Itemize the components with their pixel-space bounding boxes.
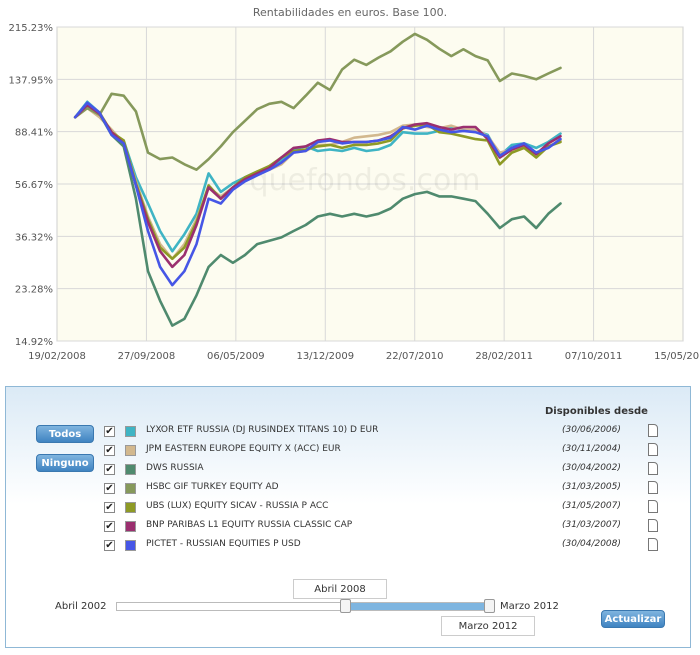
slider-max-label: Marzo 2012 — [500, 601, 559, 612]
actualizar-button[interactable]: Actualizar — [601, 610, 665, 628]
fund-name: LYXOR ETF RUSSIA (DJ RUSINDEX TITANS 10)… — [146, 425, 379, 435]
watermark: quefondos.com — [249, 163, 480, 198]
document-icon[interactable] — [648, 538, 658, 551]
fund-row: ✔ UBS (LUX) EQUITY SICAV - RUSSIA P ACC (3… — [104, 500, 664, 519]
series-color-swatch — [125, 426, 136, 437]
x-tick-label: 13/12/2009 — [296, 351, 354, 362]
date-slider-range — [346, 603, 490, 610]
y-tick-label: 14.92% — [15, 337, 53, 348]
fund-checkbox[interactable]: ✔ — [104, 540, 115, 551]
fund-checkbox[interactable]: ✔ — [104, 464, 115, 475]
y-tick-label: 23.28% — [15, 285, 53, 296]
performance-chart: Rentabilidades en euros. Base 100. 215.23… — [9, 6, 700, 362]
disponibles-header: Disponibles desde — [545, 406, 648, 417]
series-color-swatch — [125, 483, 136, 494]
document-icon[interactable] — [648, 500, 658, 513]
document-icon[interactable] — [648, 443, 658, 456]
fund-checkbox[interactable]: ✔ — [104, 445, 115, 456]
fund-available-date: (31/03/2005) — [562, 482, 621, 492]
x-tick-label: 22/07/2010 — [386, 351, 444, 362]
series-color-swatch — [125, 540, 136, 551]
x-tick-label: 27/09/2008 — [118, 351, 176, 362]
fund-row: ✔ JPM EASTERN EUROPE EQUITY X (ACC) EUR (3… — [104, 443, 664, 462]
series-color-swatch — [125, 445, 136, 456]
fund-available-date: (30/06/2006) — [562, 425, 621, 435]
chart-title: Rentabilidades en euros. Base 100. — [253, 6, 447, 19]
fund-name: UBS (LUX) EQUITY SICAV - RUSSIA P ACC — [146, 501, 329, 511]
x-tick-label: 06/05/2009 — [207, 351, 265, 362]
fund-checkbox[interactable]: ✔ — [104, 521, 115, 532]
series-line — [73, 103, 562, 269]
fund-row: ✔ LYXOR ETF RUSSIA (DJ RUSINDEX TITANS 10… — [104, 424, 664, 443]
document-icon[interactable] — [648, 424, 658, 437]
y-tick-label: 36.32% — [15, 232, 53, 243]
fund-name: JPM EASTERN EUROPE EQUITY X (ACC) EUR — [146, 444, 341, 454]
document-icon[interactable] — [648, 481, 658, 494]
y-tick-label: 215.23% — [9, 23, 54, 34]
series-line — [73, 101, 562, 287]
fund-row: ✔ BNP PARIBAS L1 EQUITY RUSSIA CLASSIC CA… — [104, 519, 664, 538]
series-color-swatch — [125, 464, 136, 475]
ninguno-button[interactable]: Ninguno — [36, 454, 94, 472]
todos-button[interactable]: Todos — [36, 425, 94, 443]
slider-from-tooltip: Abril 2008 — [293, 579, 387, 599]
fund-name: HSBC GIF TURKEY EQUITY AD — [146, 482, 279, 492]
fund-row: ✔ DWS RUSSIA (30/04/2002) — [104, 462, 664, 481]
y-tick-label: 56.67% — [15, 180, 53, 191]
fund-row: ✔ HSBC GIF TURKEY EQUITY AD (31/03/2005) — [104, 481, 664, 500]
slider-to-tooltip: Marzo 2012 — [441, 616, 535, 636]
fund-available-date: (30/11/2004) — [562, 444, 621, 454]
fund-row: ✔ PICTET - RUSSIAN EQUITIES P USD (30/04/2… — [104, 538, 664, 557]
x-tick-label: 15/05/2012 — [654, 351, 700, 362]
series-color-swatch — [125, 521, 136, 532]
fund-available-date: (31/03/2007) — [562, 520, 621, 530]
document-icon[interactable] — [648, 462, 658, 475]
fund-name: PICTET - RUSSIAN EQUITIES P USD — [146, 539, 301, 549]
fund-available-date: (31/05/2007) — [562, 501, 621, 511]
fund-available-date: (30/04/2008) — [562, 539, 621, 549]
control-panel: Todos Ninguno Disponibles desde ✔ LYXOR E… — [5, 386, 691, 648]
series-line — [73, 104, 562, 327]
series-line — [73, 32, 562, 171]
fund-name: BNP PARIBAS L1 EQUITY RUSSIA CLASSIC CAP — [146, 520, 353, 530]
fund-name: DWS RUSSIA — [146, 463, 204, 473]
x-tick-label: 28/02/2011 — [475, 351, 533, 362]
slider-from-handle[interactable] — [340, 599, 351, 613]
x-tick-label: 19/02/2008 — [28, 351, 86, 362]
y-tick-label: 88.41% — [15, 128, 53, 139]
series-color-swatch — [125, 502, 136, 513]
slider-min-label: Abril 2002 — [55, 601, 107, 612]
document-icon[interactable] — [648, 519, 658, 532]
fund-checkbox[interactable]: ✔ — [104, 426, 115, 437]
y-tick-label: 137.95% — [9, 75, 54, 86]
fund-available-date: (30/04/2002) — [562, 463, 621, 473]
fund-checkbox[interactable]: ✔ — [104, 483, 115, 494]
fund-checkbox[interactable]: ✔ — [104, 502, 115, 513]
x-tick-label: 07/10/2011 — [565, 351, 623, 362]
slider-to-handle[interactable] — [484, 599, 495, 613]
